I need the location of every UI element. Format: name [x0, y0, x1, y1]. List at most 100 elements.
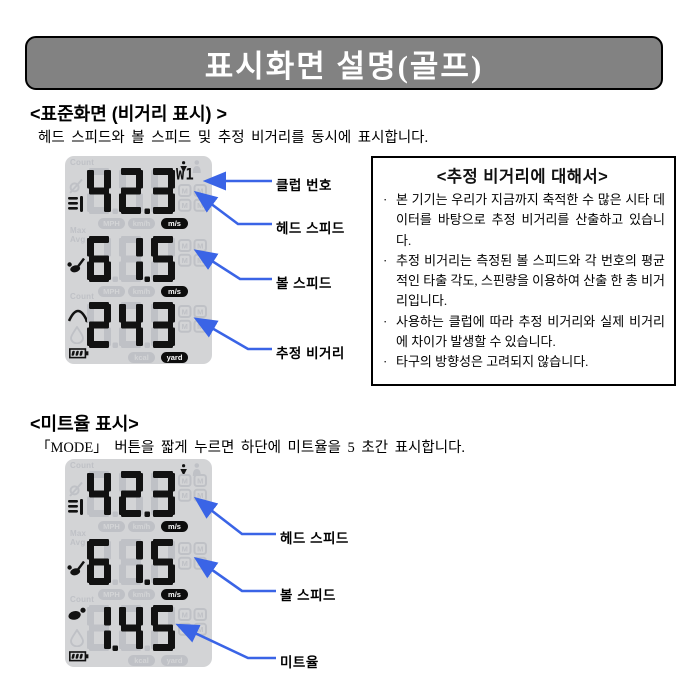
unit-badge-yard: yard: [161, 655, 188, 666]
flame-icon: [70, 628, 84, 648]
svg-text:M: M: [197, 307, 203, 316]
club-indicator-squares-icon: M MM M: [178, 305, 207, 333]
svg-text:M: M: [182, 559, 188, 568]
svg-text:M: M: [182, 544, 188, 553]
svg-text:M: M: [182, 307, 188, 316]
svg-text:M: M: [182, 610, 188, 619]
lcd-ghost-label: Avg: [70, 538, 86, 547]
svg-text:M: M: [197, 544, 203, 553]
club-indicator-squares-icon: M MM M: [178, 474, 207, 502]
bullet-marker: ·: [383, 313, 388, 329]
unit-badge-m-s: m/s: [161, 521, 188, 532]
club-indicator-squares-icon: M MM M: [178, 608, 207, 636]
pin-icon: [180, 464, 187, 476]
info-box-item: · 추정 비거리는 측정된 볼 스피드와 각 번호의 평균적인 타출 각도, 스핀…: [383, 252, 665, 309]
swing-count-icon: [69, 481, 83, 497]
pin-icon: [180, 161, 187, 173]
callout-meet-rate: 미트율: [280, 655, 319, 670]
club-head-icon: [68, 607, 86, 620]
unit-badge-km-h: km/h: [128, 521, 155, 532]
club-indicator-squares-icon: M MM M: [178, 184, 207, 212]
lcd-value: [87, 168, 175, 220]
unit-badge-yard: yard: [161, 352, 188, 363]
svg-text:M: M: [182, 256, 188, 265]
trajectory-icon: [67, 309, 89, 323]
lcd-digits: [87, 236, 175, 282]
svg-text:M: M: [197, 559, 203, 568]
unit-badge-km-h: km/h: [128, 218, 155, 229]
page-title-banner: 표시화면 설명(골프): [25, 36, 663, 90]
lcd-value: [87, 236, 175, 288]
info-box-item: · 타구의 방향성은 고려되지 않습니다.: [380, 352, 665, 372]
info-box-title: <추정 비거리에 대해서>: [436, 168, 609, 186]
callout-estimated-distance: 추정 비거리: [276, 346, 345, 361]
unit-badge-MPH: MPH: [98, 521, 125, 532]
svg-text:M: M: [197, 241, 203, 250]
bullet-marker: ·: [383, 252, 388, 268]
unit-badge-m-s: m/s: [161, 218, 188, 229]
unit-badge-km-h: km/h: [128, 286, 155, 297]
svg-text:M: M: [197, 491, 203, 500]
unit-badge-MPH: MPH: [98, 589, 125, 600]
info-box-item: · 본 기기는 우리가 지금까지 축적한 수 많은 시타 데이터를 바탕으로 추정…: [383, 192, 665, 248]
battery-icon: [69, 348, 89, 359]
lcd-ghost-label: Max: [70, 529, 87, 538]
golf-club-icon: [67, 560, 85, 576]
svg-text:M: M: [197, 256, 203, 265]
lcd-ghost-label: Count: [70, 292, 95, 301]
info-box: <추정 비거리에 대해서> · 본 기기는 우리가 지금까지 축적한 수 많은 시…: [371, 156, 676, 386]
svg-text:M: M: [182, 322, 188, 331]
svg-text:M: M: [197, 625, 203, 634]
svg-text:M: M: [197, 322, 203, 331]
callout-head-speed-2: 헤드 스피드: [280, 531, 349, 546]
svg-text:M: M: [182, 241, 188, 250]
golf-tee-icon: [68, 499, 83, 515]
unit-badge-m-s: m/s: [161, 286, 188, 297]
unit-badge-MPH: MPH: [98, 218, 125, 229]
callout-ball-speed-2: 볼 스피드: [280, 588, 336, 603]
section-heading-standard-screen: <표준화면 (비거리 표시) >: [30, 104, 228, 124]
unit-badge-kcal: kcal: [128, 655, 155, 666]
unit-badge-MPH: MPH: [98, 286, 125, 297]
info-box-list: · 본 기기는 우리가 지금까지 축적한 수 많은 시타 데이터를 바탕으로 추정…: [380, 190, 665, 372]
svg-text:M: M: [182, 201, 188, 210]
bullet-marker: ·: [383, 354, 388, 370]
callout-club-number: 클럽 번호: [276, 178, 332, 193]
lcd-value: [87, 539, 175, 591]
lcd-digits: [87, 168, 175, 214]
svg-text:M: M: [182, 491, 188, 500]
callout-head-speed: 헤드 스피드: [276, 221, 345, 236]
svg-text:M: M: [182, 476, 188, 485]
unit-badge-km-h: km/h: [128, 589, 155, 600]
lcd-digits: [87, 605, 175, 651]
lcd-ghost-label: Count: [70, 158, 95, 167]
section-heading-meet-rate: <미트율 표시>: [30, 414, 139, 434]
lcd-value: [87, 471, 175, 523]
golf-club-icon: [67, 257, 85, 273]
swing-count-icon: [69, 178, 83, 194]
lcd-ghost-label: Max: [70, 226, 87, 235]
svg-text:M: M: [197, 201, 203, 210]
lcd-value: [87, 605, 175, 657]
flame-icon: [70, 325, 84, 345]
golf-tee-icon: [68, 196, 83, 212]
lcd-ghost-label: Count: [70, 461, 95, 470]
svg-text:M: M: [197, 476, 203, 485]
callout-ball-speed: 볼 스피드: [276, 276, 332, 291]
unit-badge-kcal: kcal: [128, 352, 155, 363]
page-title: 표시화면 설명(골프): [204, 48, 484, 84]
bullet-marker: ·: [383, 192, 388, 207]
lcd-ghost-label: Count: [70, 595, 95, 604]
svg-text:M: M: [182, 625, 188, 634]
lcd-digits: [87, 539, 175, 585]
svg-text:M: M: [182, 186, 188, 195]
person-icon: [192, 160, 201, 173]
lcd-display-meet-rate: Count M M M M MPH km/h m/s Max Avg M M M M MPH km/h m/s C…: [65, 459, 212, 667]
club-indicator: W1: [176, 166, 195, 184]
section-description-meet-rate: 「MODE」 버튼을 짧게 누르면 하단에 미트율을 5 초간 표시합니다.: [36, 440, 466, 456]
battery-icon: [69, 651, 89, 662]
lcd-value: [87, 302, 175, 354]
section-description-standard-screen: 헤드 스피드와 볼 스피드 및 추정 비거리를 동시에 표시합니다.: [38, 130, 429, 146]
lcd-display-standard: Count W1 M M M M MPH km/h m/s Max Avg M M M M MPH km/h m/…: [65, 156, 212, 364]
